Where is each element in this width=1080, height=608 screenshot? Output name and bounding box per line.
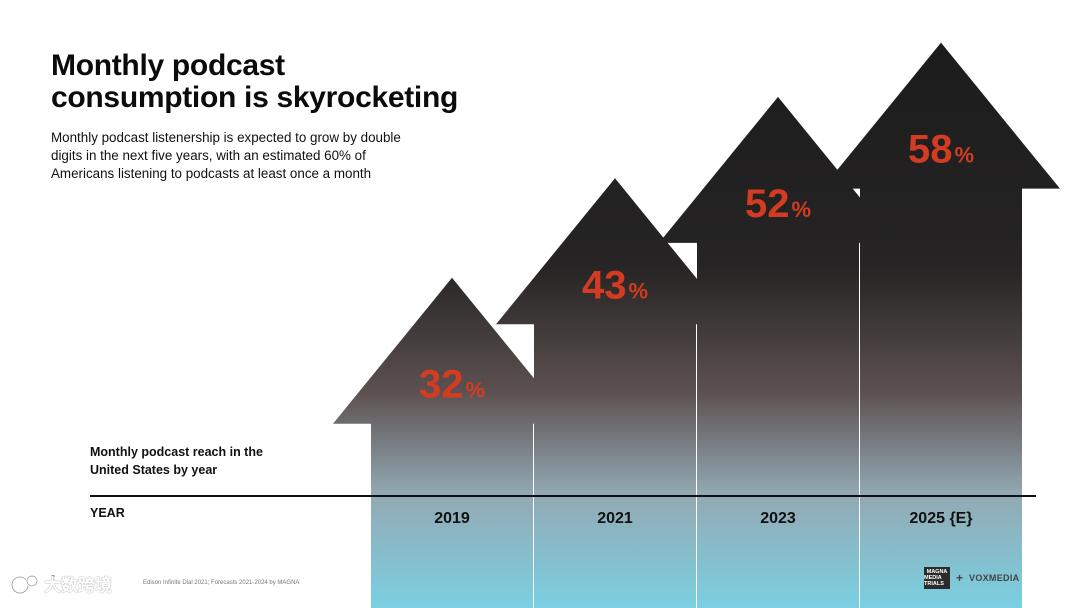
arrow-bar-2021 <box>496 178 734 608</box>
subtitle: Monthly podcast listenership is expected… <box>51 129 431 183</box>
page-title: Monthly podcast consumption is skyrocket… <box>51 50 458 114</box>
subtitle-line-2: digits in the next five years, with an e… <box>51 148 366 163</box>
magna-logo: MAGNA MEDIA TRIALS <box>924 567 950 589</box>
x-tick-labels: 2019 2021 2023 2025 {E} <box>434 510 972 527</box>
subtitle-line-1: Monthly podcast listenership is expected… <box>51 130 401 145</box>
magna-logo-line-2: MEDIA TRIALS <box>924 575 944 587</box>
page-number: 2 <box>51 575 55 582</box>
value-label: 32% <box>419 363 485 407</box>
watermark: 大数跨境 <box>10 571 112 596</box>
arrow-bar-2025-E <box>822 42 1060 608</box>
logo-plus: + <box>956 571 964 585</box>
subtitle-line-3: Americans listening to podcasts at least… <box>51 166 372 181</box>
chart-description-line-2: United States by year <box>90 463 218 477</box>
brand-logos: MAGNA MEDIA TRIALS + VOXMEDIA <box>924 567 1019 589</box>
arrow-bar-2019 <box>333 277 571 608</box>
watermark-text: 大数跨境 <box>44 576 112 595</box>
arrows-layer <box>333 42 1060 608</box>
x-axis-label: YEAR <box>90 506 125 520</box>
title-line-1: Monthly podcast <box>51 49 285 82</box>
voxmedia-logo: VOXMEDIA <box>969 573 1020 583</box>
x-tick-label: 2023 <box>760 510 796 527</box>
title-line-2: consumption is skyrocketing <box>51 81 458 114</box>
value-label: 58% <box>908 128 974 172</box>
x-tick-label: 2019 <box>434 510 470 527</box>
source-footnote: Edison Infinite Dial 2021; Forecasts 202… <box>143 580 300 586</box>
x-tick-label: 2021 <box>597 510 633 527</box>
watermark-logo-icon <box>10 574 39 594</box>
value-label: 52% <box>745 182 811 226</box>
chart-description-line-1: Monthly podcast reach in the <box>90 445 263 459</box>
magna-logo-line-1: MAGNA <box>926 569 948 575</box>
value-labels: 32% 43% 52% 58% <box>419 128 974 407</box>
chart-description-label: Monthly podcast reach in the United Stat… <box>90 443 263 479</box>
x-tick-label: 2025 {E} <box>909 510 972 527</box>
arrow-bar-2023 <box>659 96 897 608</box>
value-label: 43% <box>582 263 648 307</box>
